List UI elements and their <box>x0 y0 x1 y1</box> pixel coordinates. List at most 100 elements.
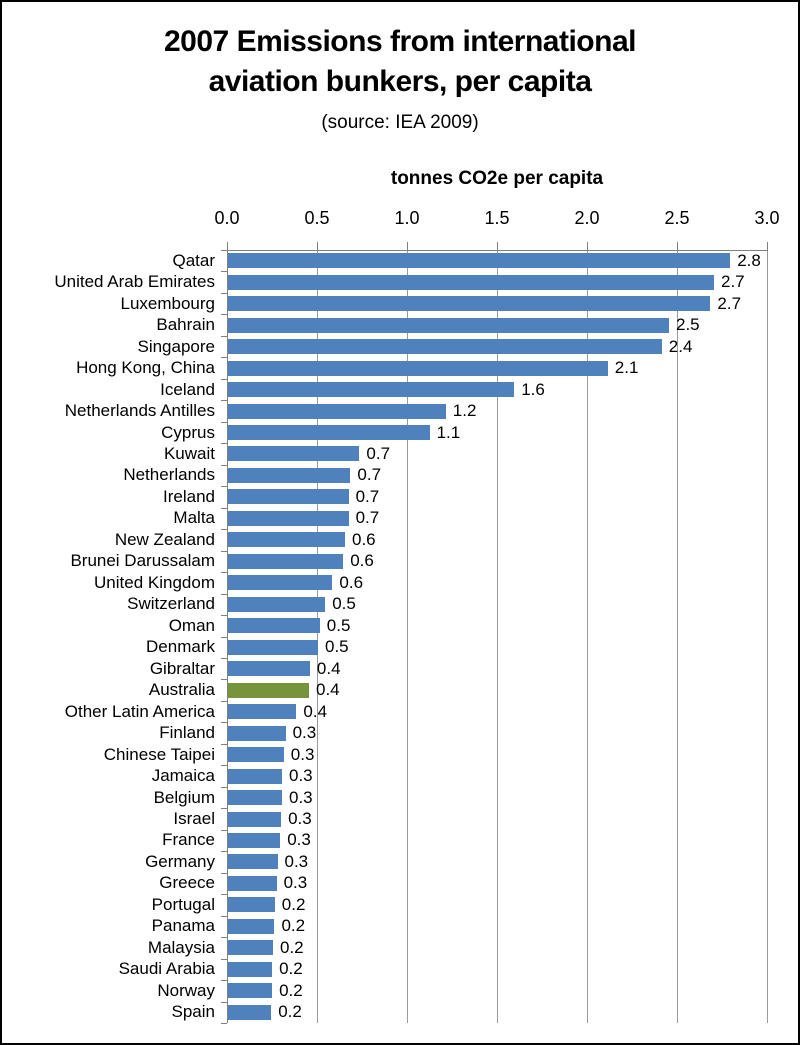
category-tick-mark <box>221 293 227 294</box>
x-tick-mark <box>587 242 588 250</box>
category-label-spain: Spain <box>171 1002 215 1022</box>
bar-gibraltar <box>228 661 310 677</box>
category-tick-mark <box>221 637 227 638</box>
category-tick-mark <box>221 572 227 573</box>
category-label-oman: Oman <box>168 615 215 635</box>
category-label-malaysia: Malaysia <box>147 937 215 957</box>
category-tick-mark <box>221 679 227 680</box>
category-label-singapore: Singapore <box>137 336 215 356</box>
bar-iceland <box>228 382 515 398</box>
value-label-panama: 0.2 <box>281 916 306 936</box>
bar-united-kingdom <box>228 575 333 591</box>
gridline <box>407 250 408 1023</box>
category-label-iceland: Iceland <box>160 379 215 399</box>
bar-netherlands-antilles <box>228 403 446 419</box>
category-tick-mark <box>221 787 227 788</box>
x-axis-title: tonnes CO2e per capita <box>390 168 604 189</box>
value-label-finland: 0.3 <box>292 723 317 743</box>
category-tick-mark <box>221 357 227 358</box>
value-label-bahrain: 2.5 <box>676 315 700 335</box>
value-label-israel: 0.3 <box>288 809 312 828</box>
category-tick-mark <box>221 443 227 444</box>
bar-jamaica <box>228 768 282 784</box>
category-tick-mark <box>221 701 227 702</box>
category-tick-mark <box>221 529 227 530</box>
bar-kuwait <box>228 446 360 462</box>
bar-luxembourg <box>228 296 711 312</box>
category-tick-mark <box>221 873 227 874</box>
x-tick-mark <box>767 242 768 250</box>
value-label-greece: 0.3 <box>283 873 308 893</box>
category-tick-mark <box>221 894 227 895</box>
category-label-saudi-arabia: Saudi Arabia <box>118 959 215 979</box>
chart-title-line2: aviation bunkers, per capita <box>208 65 592 98</box>
bar-israel <box>228 811 282 827</box>
chart-title-line1: 2007 Emissions from international <box>164 25 636 58</box>
category-tick-mark <box>221 336 227 337</box>
category-label-new-zealand: New Zealand <box>114 529 215 549</box>
category-tick-mark <box>221 400 227 401</box>
value-label-oman: 0.5 <box>326 615 351 635</box>
category-tick-mark <box>221 594 227 595</box>
category-label-panama: Panama <box>151 916 215 936</box>
value-label-luxembourg: 2.7 <box>717 293 742 313</box>
category-label-malta: Malta <box>173 508 215 528</box>
gridline <box>767 250 768 1023</box>
value-label-jamaica: 0.3 <box>289 766 313 786</box>
category-label-netherlands-antilles: Netherlands Antilles <box>64 401 215 421</box>
value-label-netherlands: 0.7 <box>357 465 382 485</box>
bar-malta <box>228 510 349 526</box>
x-tick-label: 2.5 <box>664 208 690 228</box>
category-label-chinese-taipei: Chinese Taipei <box>103 744 215 764</box>
category-tick-mark <box>221 422 227 423</box>
category-tick-mark <box>221 486 227 487</box>
category-label-hong-kong-china: Hong Kong, China <box>76 358 215 378</box>
category-label-greece: Greece <box>159 873 215 893</box>
value-label-hong-kong-china: 2.1 <box>614 358 639 378</box>
category-tick-mark <box>221 1023 227 1024</box>
x-axis-line <box>227 250 768 251</box>
value-label-malta: 0.7 <box>355 508 380 528</box>
bar-singapore <box>228 339 662 355</box>
category-label-cyprus: Cyprus <box>161 422 215 442</box>
value-label-brunei-darussalam: 0.6 <box>350 551 374 571</box>
bar-panama <box>228 918 275 934</box>
value-label-other-latin-america: 0.4 <box>303 701 328 721</box>
category-label-portugal: Portugal <box>151 894 215 914</box>
x-tick-mark <box>407 242 408 250</box>
x-tick-label: 0.0 <box>214 208 240 228</box>
bar-germany <box>228 854 278 870</box>
category-label-belgium: Belgium <box>153 787 215 807</box>
value-label-portugal: 0.2 <box>281 894 306 914</box>
category-tick-mark <box>221 744 227 745</box>
value-label-saudi-arabia: 0.2 <box>279 959 303 979</box>
value-label-united-arab-emirates: 2.7 <box>721 272 745 292</box>
bar-belgium <box>228 790 282 806</box>
category-tick-mark <box>221 1002 227 1003</box>
category-label-luxembourg: Luxembourg <box>120 293 215 313</box>
category-tick-mark <box>221 980 227 981</box>
bar-brunei-darussalam <box>228 553 344 569</box>
value-label-norway: 0.2 <box>279 980 303 1000</box>
chart-subtitle: (source: IEA 2009) <box>321 112 479 133</box>
value-label-germany: 0.3 <box>284 851 309 871</box>
category-tick-mark <box>221 937 227 938</box>
value-label-united-kingdom: 0.6 <box>339 572 364 592</box>
category-tick-mark <box>221 465 227 466</box>
bar-australia <box>228 682 309 698</box>
bar-chinese-taipei <box>228 747 284 763</box>
category-tick-mark <box>221 765 227 766</box>
x-tick-mark <box>227 242 228 250</box>
category-label-israel: Israel <box>173 809 215 828</box>
bar-finland <box>228 725 286 741</box>
bar-cyprus <box>228 425 430 440</box>
category-label-ireland: Ireland <box>163 486 215 506</box>
category-tick-mark <box>221 916 227 917</box>
category-label-other-latin-america: Other Latin America <box>64 701 215 721</box>
value-label-netherlands-antilles: 1.2 <box>452 401 477 421</box>
category-tick-mark <box>221 658 227 659</box>
value-label-cyprus: 1.1 <box>436 422 461 442</box>
category-tick-mark <box>221 271 227 272</box>
bar-malaysia <box>228 940 273 956</box>
